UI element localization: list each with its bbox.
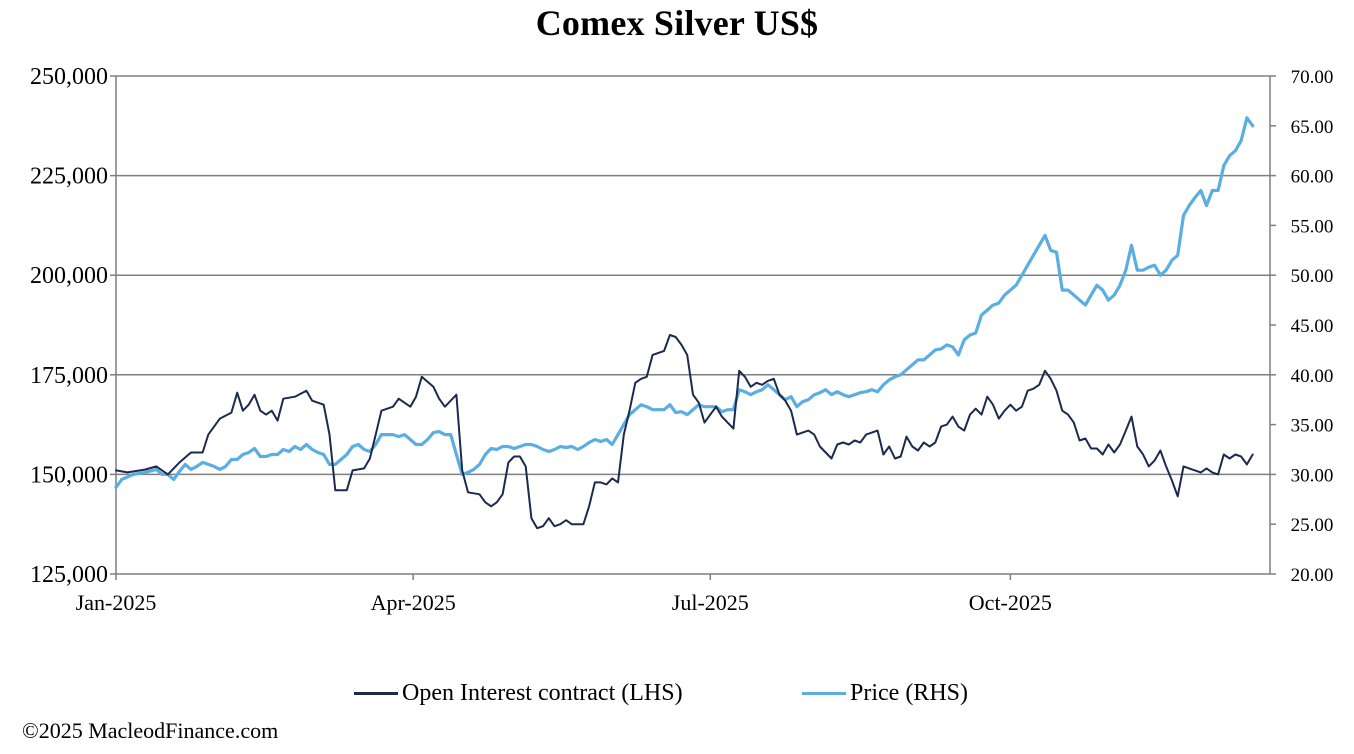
y-tick-label-right: 30.00	[1291, 465, 1334, 486]
x-tick-label: Oct-2025	[969, 590, 1052, 615]
y-tick-label-right: 20.00	[1291, 565, 1334, 586]
legend-swatch-open-interest	[354, 692, 398, 695]
legend-item-open-interest: Open Interest contract (LHS)	[354, 680, 683, 707]
y-tick-label-right: 55.00	[1291, 216, 1334, 237]
gridlines	[116, 75, 1270, 575]
y-tick-label-left: 250,000	[30, 64, 108, 90]
y-tick-label-right: 35.00	[1291, 416, 1334, 437]
y-tick-label-left: 225,000	[30, 164, 108, 190]
y-axis-left-ticks: 125,000 150,000 175,000 200,000 225,000 250,0…	[30, 64, 108, 588]
chart-title: Comex Silver US$	[535, 3, 819, 43]
series	[114, 116, 1255, 530]
copyright-footer: ©2025 MacleodFinance.com	[22, 718, 279, 743]
y-tick-label-right: 65.00	[1291, 117, 1334, 138]
y-tick-label-left: 175,000	[30, 363, 108, 389]
y-tick-label-right: 60.00	[1291, 167, 1334, 188]
y-tick-label-right: 40.00	[1291, 366, 1334, 387]
y-tick-label-right: 50.00	[1291, 266, 1334, 287]
y-tick-label-left: 150,000	[30, 462, 108, 488]
legend-item-price: Price (RHS)	[802, 680, 968, 707]
y-axis-right-ticks: 20.00 25.00 30.00 35.00 40.00 45.00 50.00 55.00…	[1291, 67, 1334, 586]
x-tick-label: Jul-2025	[672, 590, 749, 615]
legend-swatch-price	[802, 692, 846, 695]
y-tick-label-left: 200,000	[30, 263, 108, 289]
legend-label-open-interest: Open Interest contract (LHS)	[402, 680, 683, 706]
y-tick-label-right: 25.00	[1291, 515, 1334, 536]
x-tick-label: Apr-2025	[371, 590, 456, 615]
x-axis-ticks: Jan-2025 Apr-2025 Jul-2025 Oct-2025	[76, 590, 1052, 615]
series-line-open-interest	[115, 334, 1254, 530]
series-line-price	[114, 116, 1255, 489]
legend-label-price: Price (RHS)	[850, 680, 968, 706]
y-tick-label-right: 70.00	[1291, 67, 1334, 88]
y-tick-label-right: 45.00	[1291, 316, 1334, 337]
x-tick-label: Jan-2025	[76, 590, 157, 615]
axes	[110, 75, 1276, 580]
y-tick-label-left: 125,000	[30, 562, 108, 588]
